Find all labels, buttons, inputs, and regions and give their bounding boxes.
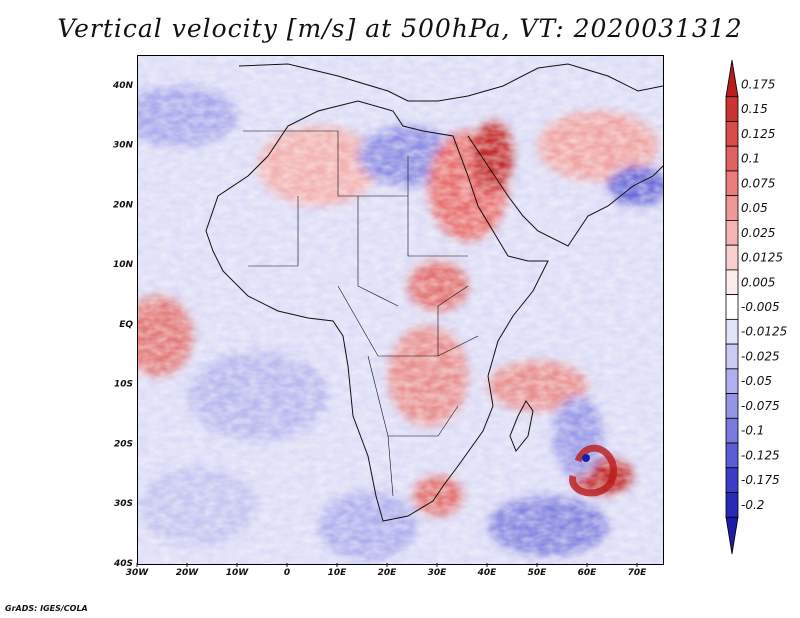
colorbar-label: -0.2: [741, 498, 764, 512]
colorbar-label: 0.1: [741, 152, 760, 166]
x-tick-label: 60E: [578, 568, 598, 578]
colorbar-label: -0.005: [741, 300, 780, 314]
map-panel[interactable]: [137, 55, 664, 565]
colorbar-label: 0.0125: [741, 251, 783, 265]
coastlines: [205, 63, 663, 522]
borders: [243, 130, 479, 497]
colorbar-label: -0.125: [741, 448, 780, 462]
colorbar-label: 0.05: [741, 201, 768, 215]
y-tick-label: 20S: [114, 439, 133, 449]
x-tick-label: 30W: [126, 568, 150, 578]
y-tick-label: 30N: [113, 141, 134, 151]
y-tick-label: 40S: [113, 559, 133, 569]
colorbar-swatch: [725, 318, 739, 345]
x-tick-label: 10E: [328, 568, 348, 578]
colorbar-swatch: [725, 60, 739, 98]
colorbar-label: -0.175: [741, 473, 780, 487]
colorbar-label: 0.175: [741, 77, 775, 91]
colorbar-label: 0.005: [741, 275, 775, 289]
colorbar-swatch: [725, 220, 739, 246]
y-tick-label: 10N: [113, 260, 134, 270]
colorbar-swatch: [725, 467, 739, 493]
colorbar-swatch: [725, 269, 739, 296]
colorbar-label: 0.125: [741, 127, 775, 141]
colorbar-label: 0.15: [741, 102, 768, 116]
colorbar: 0.175 0.15 0.125 0.1 0.075 0.05 0.025 0.0125 0.0…: [725, 60, 787, 555]
x-tick-label: 30E: [428, 568, 448, 578]
map-canvas: [138, 56, 663, 564]
colorbar-swatch: [725, 195, 739, 221]
colorbar-swatch: [725, 343, 739, 370]
colorbar-swatch: [725, 492, 739, 518]
colorbar-swatch: [725, 393, 739, 419]
y-tick-label: 40N: [112, 81, 134, 91]
colorbar-swatch: [725, 145, 739, 172]
colorbar-swatch: [725, 516, 739, 555]
colorbar-swatch: [725, 244, 739, 271]
y-tick-label: 30S: [114, 499, 133, 509]
x-tick-label: 50E: [528, 568, 548, 578]
x-tick-label: 10W: [226, 568, 250, 578]
field-texture: [138, 56, 663, 564]
x-tick-label: 0: [284, 568, 290, 578]
cyclone: [569, 444, 617, 497]
y-tick-label: 10S: [114, 380, 133, 390]
colorbar-label: 0.075: [741, 176, 775, 190]
x-tick-label: 20W: [176, 568, 200, 578]
colorbar-label: -0.05: [741, 374, 772, 388]
colorbar-swatch: [725, 294, 739, 320]
colorbar-swatch: [725, 442, 739, 469]
colorbar-swatch: [725, 170, 739, 197]
colorbar-label: -0.025: [741, 349, 780, 363]
x-tick-label: 20E: [378, 568, 398, 578]
colorbar-label: 0.025: [741, 226, 775, 240]
y-tick-label: 20N: [113, 200, 134, 210]
map-title: Vertical velocity [m/s] at 500hPa, VT: 2…: [57, 14, 743, 43]
colorbar-swatch: [725, 121, 739, 147]
colorbar-label: -0.075: [741, 399, 780, 413]
colorbar-swatch: [725, 96, 739, 122]
colorbar-label: -0.0125: [741, 325, 787, 339]
credit-text: GrADS: IGES/COLA: [5, 604, 88, 613]
colorbar-swatch: [725, 417, 739, 444]
colorbar-label: -0.1: [741, 424, 764, 438]
colorbar-swatch: [725, 368, 739, 394]
y-tick-label: EQ: [119, 320, 133, 330]
x-tick-label: 70E: [628, 568, 648, 578]
x-tick-label: 40E: [477, 568, 498, 578]
